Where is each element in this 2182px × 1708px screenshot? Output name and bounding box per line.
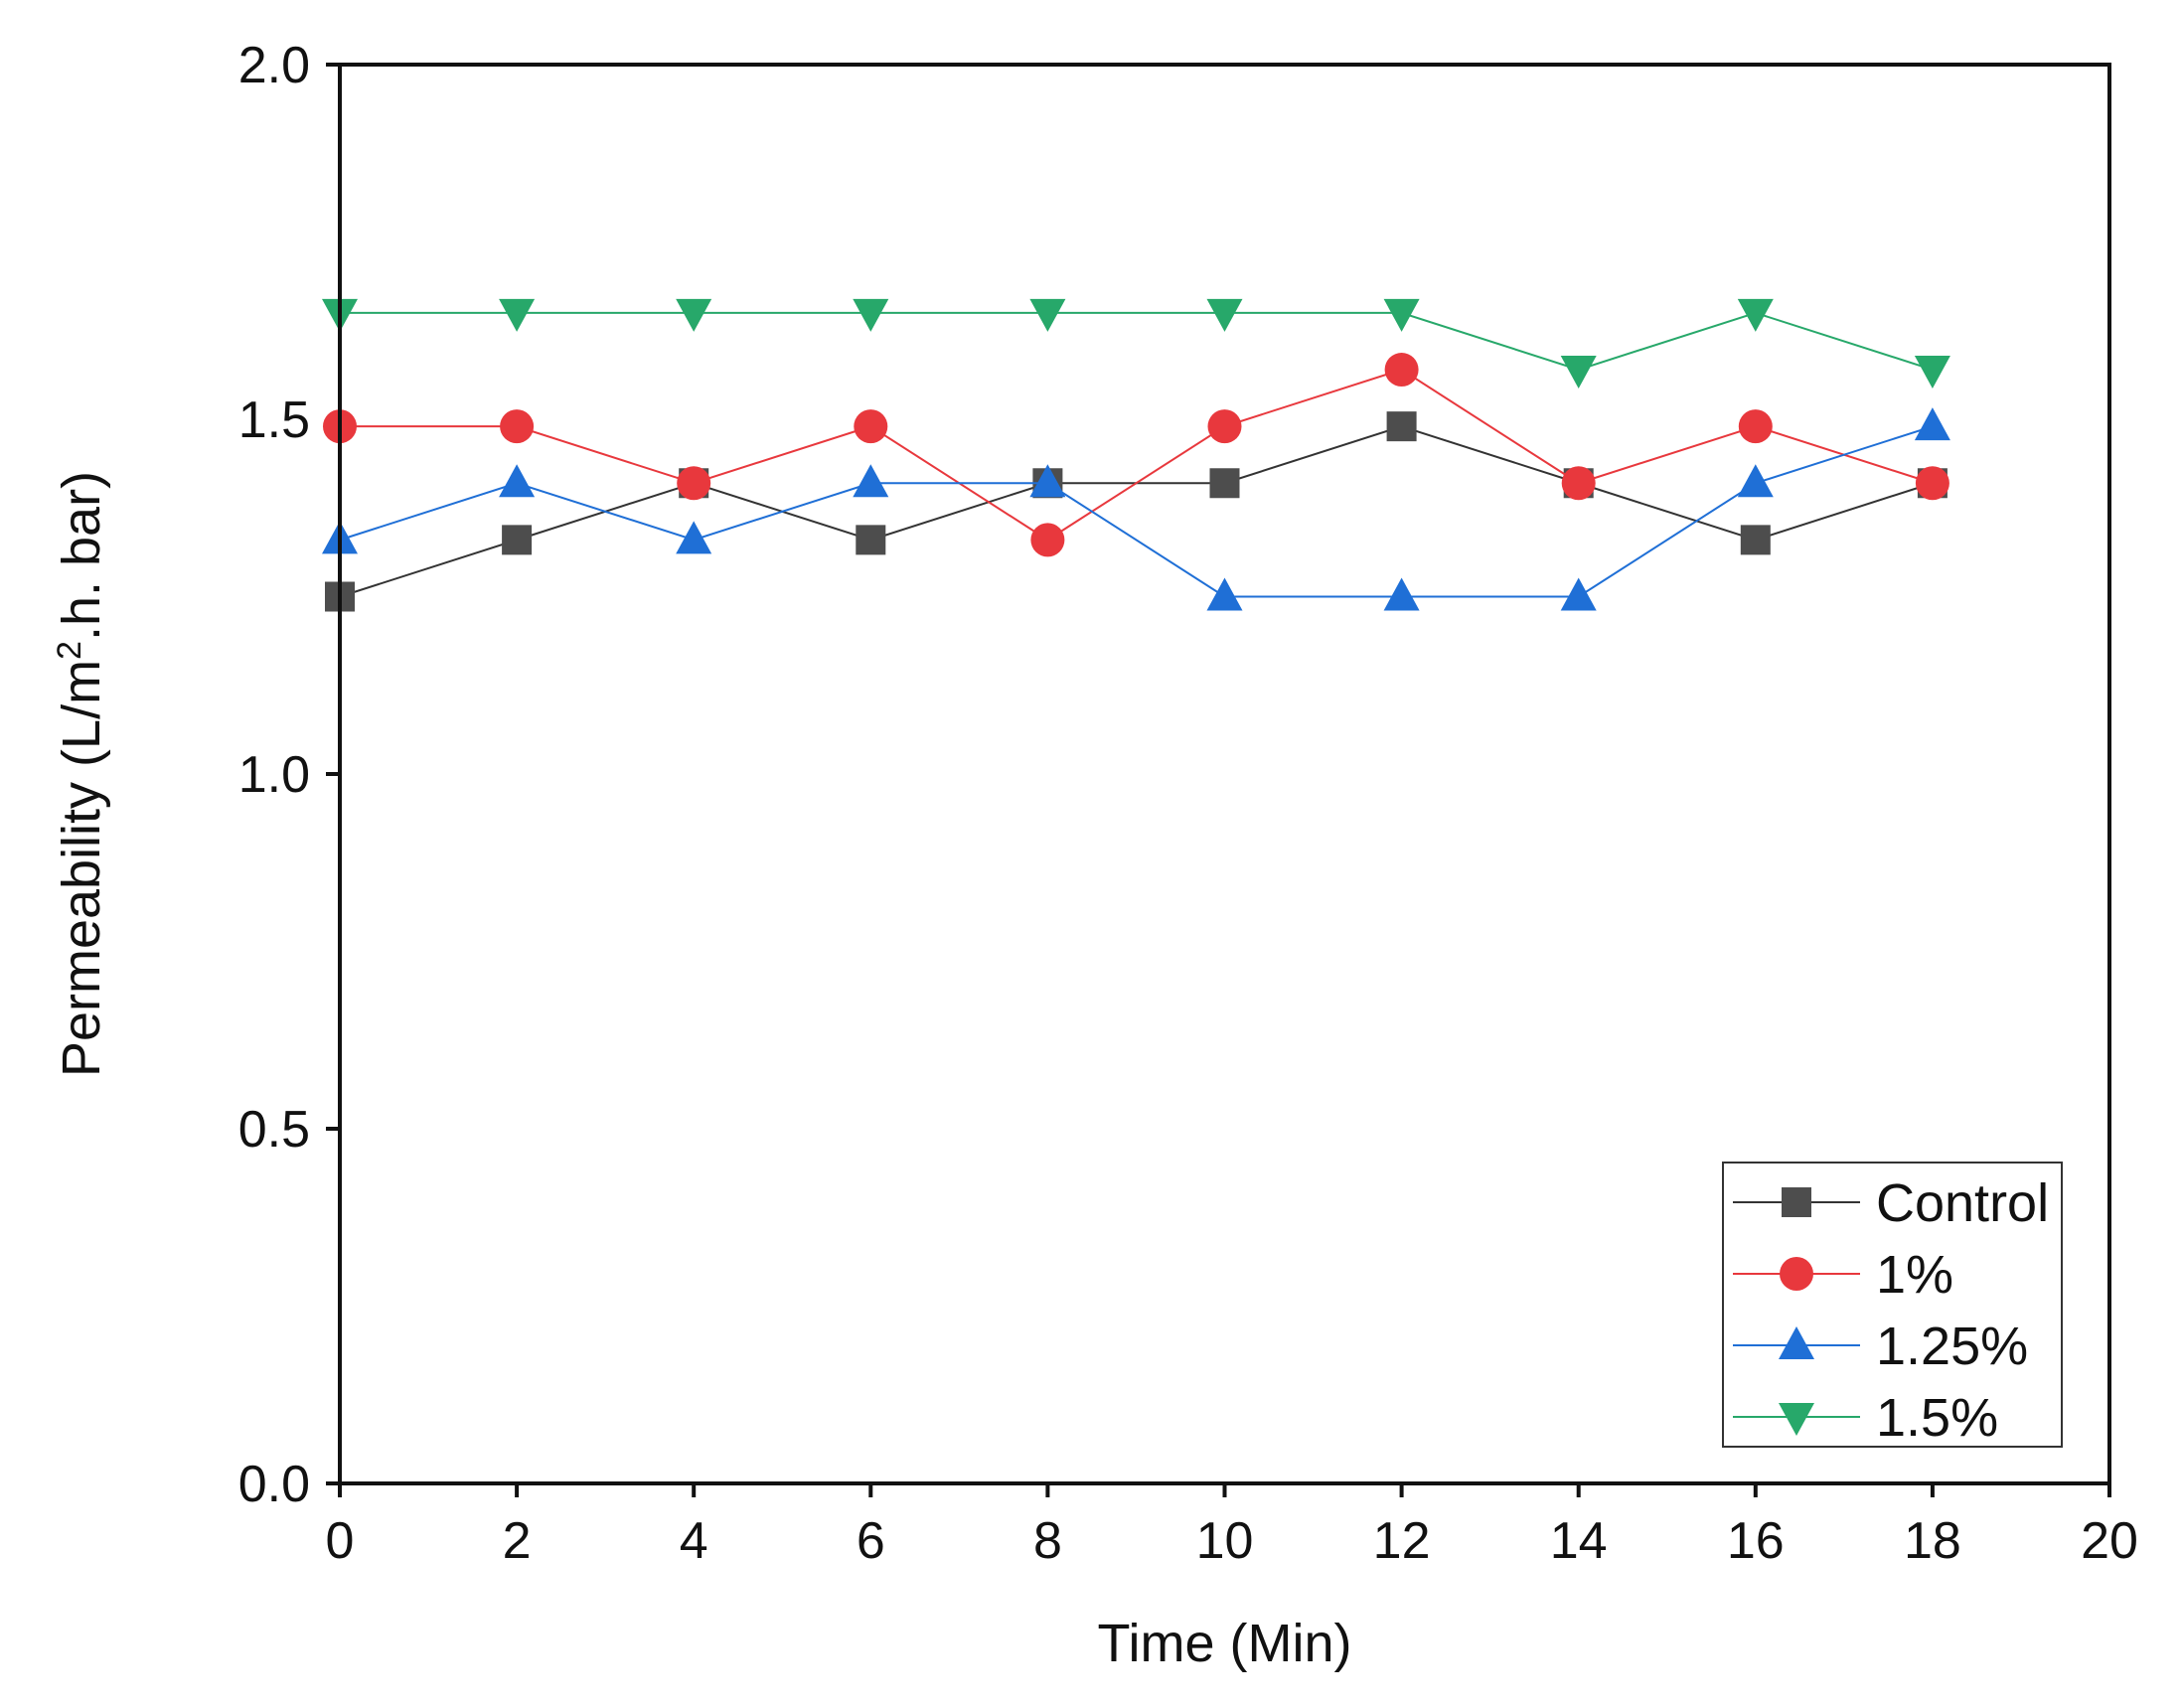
- data-point: [500, 409, 535, 444]
- legend-entry-0: Control: [1733, 1173, 2049, 1233]
- data-point: [1029, 464, 1066, 498]
- data-point: [1386, 411, 1417, 442]
- series-1: [323, 353, 1949, 557]
- data-point: [499, 298, 536, 332]
- data-point: [676, 298, 712, 332]
- x-tick-label: 8: [1033, 1512, 1062, 1570]
- data-point: [502, 525, 533, 555]
- data-point: [1914, 356, 1950, 389]
- data-point: [856, 525, 886, 555]
- y-tick-label: 0.5: [238, 1101, 310, 1159]
- series-0: [325, 411, 1948, 612]
- data-point: [1737, 298, 1774, 332]
- series-layer: [322, 298, 1950, 612]
- series-line: [339, 425, 1934, 598]
- y-axis-title-main: Permeability (L/m: [52, 660, 111, 1077]
- legend-box: [1722, 1162, 2063, 1448]
- data-point: [1738, 409, 1773, 444]
- x-tick-label: 0: [326, 1512, 355, 1570]
- x-tick-label: 14: [1550, 1512, 1608, 1570]
- y-tick-label: 0.0: [238, 1456, 310, 1513]
- series-3: [322, 298, 1950, 389]
- legend-marker: [1779, 1326, 1814, 1359]
- data-point: [499, 464, 536, 498]
- legend-marker: [1779, 1403, 1814, 1436]
- data-point: [1029, 298, 1066, 332]
- x-tick-label: 16: [1727, 1512, 1785, 1570]
- x-tick-label: 6: [857, 1512, 885, 1570]
- data-point: [853, 464, 889, 498]
- y-tick-label: 2.0: [238, 37, 310, 94]
- data-point: [854, 409, 888, 444]
- legend-entry-2: 1.25%: [1733, 1317, 2028, 1376]
- x-tick-label: 10: [1196, 1512, 1254, 1570]
- x-tick-label: 18: [1904, 1512, 1961, 1570]
- legend-marker: [1780, 1257, 1813, 1291]
- data-point: [1740, 525, 1771, 555]
- legend-label: 1.25%: [1876, 1317, 2028, 1376]
- data-point: [1561, 466, 1596, 501]
- legend-entry-1: 1%: [1733, 1245, 1953, 1305]
- series-line: [340, 311, 1934, 372]
- plot-frame: [338, 63, 2111, 1485]
- y-axis-title: Permeability (L/m2.h. bar): [51, 471, 111, 1077]
- x-tick-label: 4: [680, 1512, 708, 1570]
- data-point: [1207, 409, 1242, 444]
- x-tick-label: 12: [1373, 1512, 1431, 1570]
- data-point: [1384, 353, 1419, 388]
- legend-label: 1.5%: [1876, 1388, 1998, 1448]
- data-point: [1560, 356, 1597, 389]
- data-point: [1560, 577, 1597, 611]
- x-axis-title: Time (Min): [1098, 1614, 1352, 1673]
- x-tick-label: 2: [503, 1512, 532, 1570]
- data-point: [853, 298, 889, 332]
- legend-label: Control: [1876, 1173, 2049, 1233]
- data-point: [677, 466, 711, 501]
- data-point: [1915, 466, 1949, 501]
- data-point: [1737, 464, 1774, 498]
- data-point: [1914, 407, 1950, 441]
- y-axis-title-end: .h. bar): [52, 471, 111, 641]
- data-point: [1383, 577, 1420, 611]
- data-point: [1206, 577, 1243, 611]
- data-point: [1206, 298, 1243, 332]
- series-line: [340, 368, 1934, 542]
- series-line: [339, 425, 1934, 598]
- data-point: [1030, 523, 1065, 557]
- y-tick-label: 1.5: [238, 391, 310, 449]
- series-2: [322, 407, 1950, 611]
- y-tick-label: 1.0: [238, 746, 310, 804]
- legend-entry-3: 1.5%: [1733, 1388, 1998, 1448]
- x-tick-label: 20: [2081, 1512, 2138, 1570]
- legend-label: 1%: [1876, 1245, 1953, 1305]
- legend-marker: [1782, 1187, 1811, 1217]
- data-point: [1209, 468, 1240, 499]
- axes: 0 2 4 6 8 10 12 14 16 18 20 0.0 0.5 1.0 1.5 2.0: [238, 37, 2138, 1570]
- data-point: [1383, 298, 1420, 332]
- y-axis-title-superscript: 2: [51, 641, 88, 660]
- legend: Control 1% 1.25% 1.5%: [1722, 1162, 2063, 1448]
- data-point: [676, 521, 712, 554]
